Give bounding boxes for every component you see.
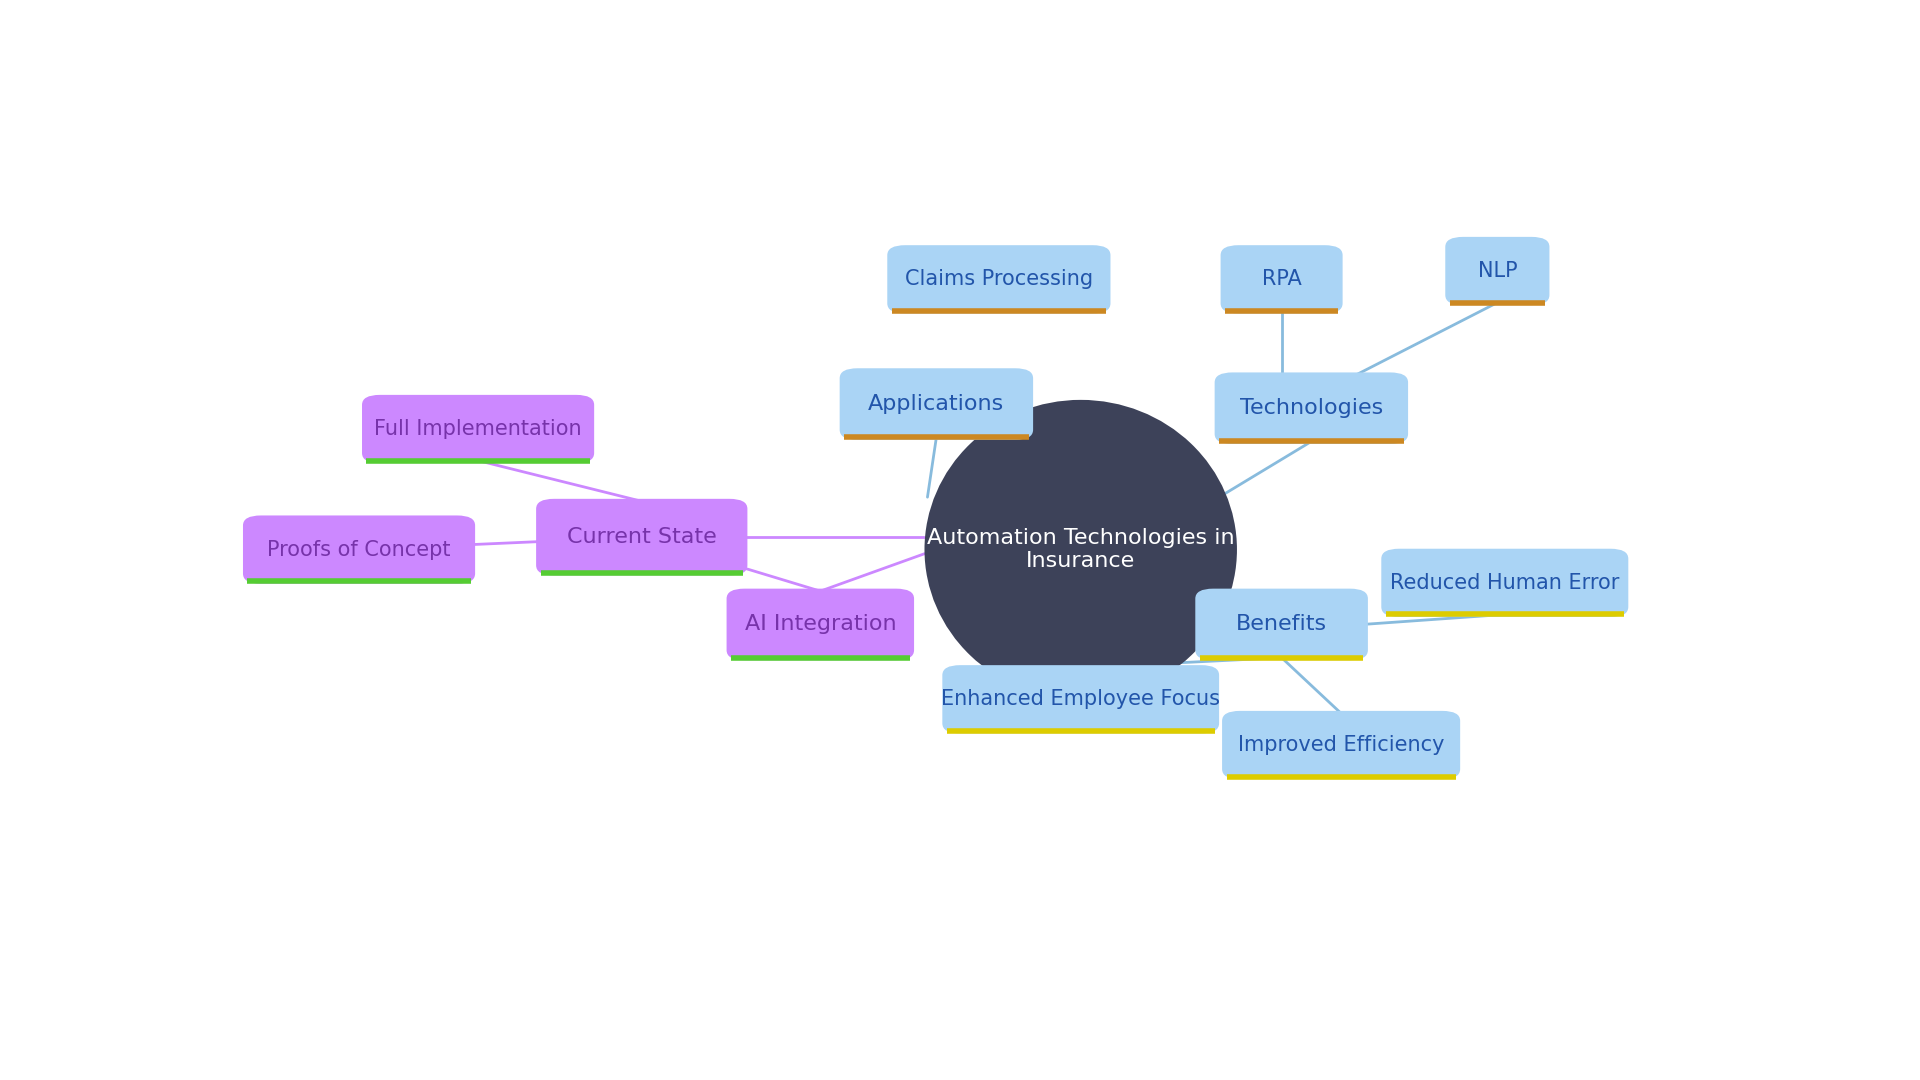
- Text: Applications: Applications: [868, 394, 1004, 414]
- Text: Reduced Human Error: Reduced Human Error: [1390, 572, 1619, 593]
- FancyBboxPatch shape: [363, 395, 593, 463]
- Text: Benefits: Benefits: [1236, 615, 1327, 634]
- FancyBboxPatch shape: [536, 499, 747, 576]
- Ellipse shape: [924, 400, 1236, 699]
- Text: Claims Processing: Claims Processing: [904, 269, 1092, 289]
- FancyBboxPatch shape: [887, 245, 1110, 313]
- Text: AI Integration: AI Integration: [745, 615, 897, 634]
- FancyBboxPatch shape: [1221, 711, 1461, 779]
- FancyBboxPatch shape: [1380, 549, 1628, 617]
- FancyBboxPatch shape: [1215, 373, 1407, 444]
- FancyBboxPatch shape: [244, 515, 474, 583]
- Text: Automation Technologies in
Insurance: Automation Technologies in Insurance: [927, 528, 1235, 571]
- FancyBboxPatch shape: [1221, 245, 1342, 313]
- Text: Improved Efficiency: Improved Efficiency: [1238, 735, 1444, 755]
- FancyBboxPatch shape: [943, 665, 1219, 733]
- FancyBboxPatch shape: [726, 589, 914, 660]
- FancyBboxPatch shape: [839, 368, 1033, 440]
- Text: Proofs of Concept: Proofs of Concept: [267, 540, 451, 559]
- FancyBboxPatch shape: [1446, 237, 1549, 305]
- Text: RPA: RPA: [1261, 269, 1302, 289]
- Text: Current State: Current State: [566, 527, 716, 548]
- Text: Technologies: Technologies: [1240, 399, 1382, 418]
- Text: NLP: NLP: [1478, 261, 1517, 281]
- FancyBboxPatch shape: [1196, 589, 1367, 660]
- Text: Full Implementation: Full Implementation: [374, 419, 582, 438]
- Text: Enhanced Employee Focus: Enhanced Employee Focus: [941, 689, 1221, 710]
